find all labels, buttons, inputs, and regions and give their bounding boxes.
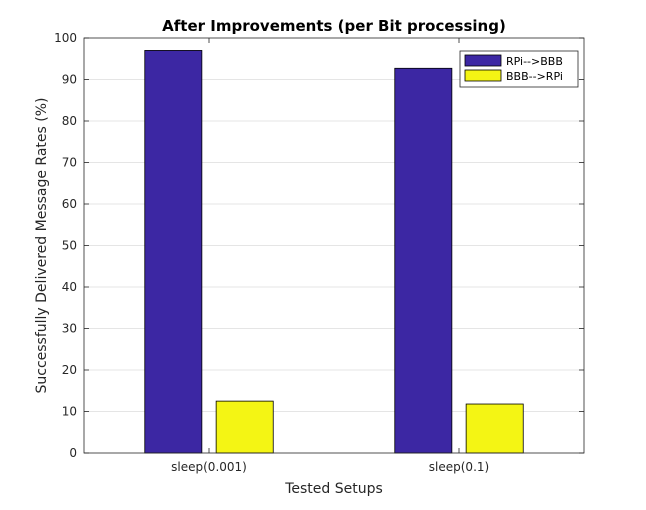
y-tick-label: 0: [69, 446, 77, 460]
y-tick-label: 60: [62, 197, 77, 211]
x-tick-label: sleep(0.1): [429, 460, 489, 474]
x-tick-label: sleep(0.001): [171, 460, 247, 474]
legend-swatch: [464, 54, 502, 67]
legend-entry: RPi-->BBB: [506, 55, 563, 68]
bar-1-1: [144, 50, 203, 454]
x-axis-ticks: sleep(0.001) sleep(0.1): [171, 38, 489, 474]
y-tick-label: 30: [62, 322, 77, 336]
y-tick-label: 80: [62, 114, 77, 128]
legend-entry: BBB-->RPi: [506, 70, 563, 83]
chart-title: After Improvements (per Bit processing): [162, 17, 506, 35]
bar-1-2: [394, 67, 453, 454]
y-axis-label: Successfully Delivered Message Rates (%): [34, 97, 50, 393]
bar-2-2: [465, 403, 524, 454]
y-tick-label: 90: [62, 73, 77, 87]
y-tick-label: 20: [62, 363, 77, 377]
y-tick-label: 40: [62, 280, 77, 294]
bar-2-1: [215, 400, 274, 454]
legend-swatch: [464, 69, 502, 82]
y-tick-label: 100: [54, 31, 77, 45]
y-axis-ticks: 0 10 20 30 40 50 60 70 80 90 100: [54, 31, 584, 460]
y-tick-label: 10: [62, 405, 77, 419]
x-axis-label: Tested Setups: [284, 481, 383, 497]
y-tick-label: 70: [62, 156, 77, 170]
y-tick-label: 50: [62, 239, 77, 253]
bars: [144, 50, 524, 454]
legend: RPi-->BBB BBB-->RPi: [459, 50, 579, 88]
